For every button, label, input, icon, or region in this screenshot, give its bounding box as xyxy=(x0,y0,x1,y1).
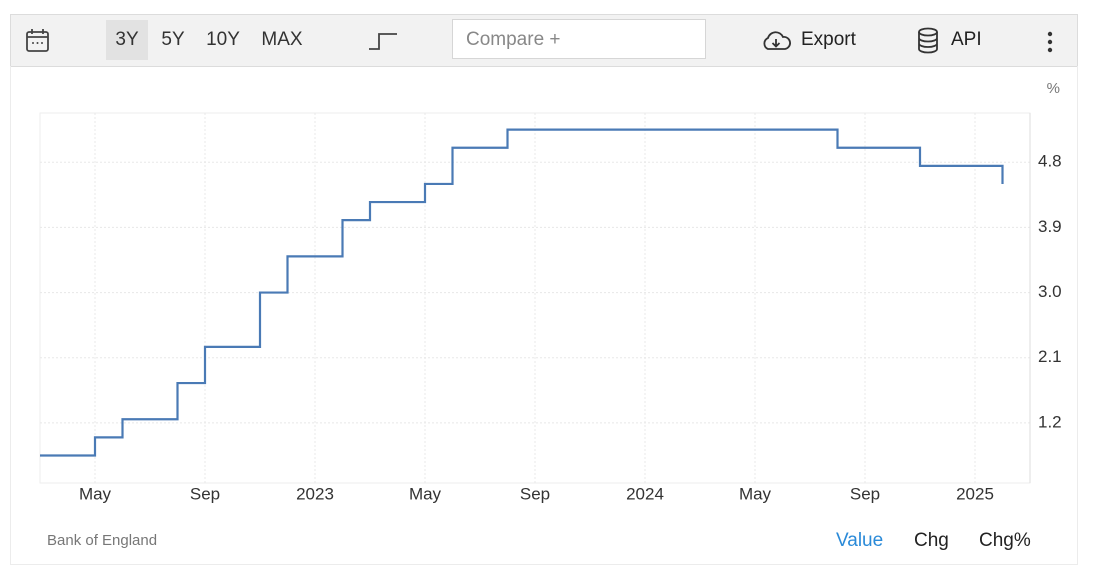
x-tick-label: May xyxy=(79,484,112,503)
y-tick-label: 2.1 xyxy=(1038,347,1062,366)
x-tick-label: Sep xyxy=(520,484,550,503)
y-tick-label: 1.2 xyxy=(1038,412,1062,431)
compare-input[interactable]: Compare + xyxy=(452,19,706,59)
x-tick-label: May xyxy=(409,484,442,503)
export-icon[interactable] xyxy=(760,29,792,53)
chart-frame xyxy=(10,66,1078,565)
toolbar: 3Y 5Y 10Y MAX Compare + Export API xyxy=(10,14,1078,67)
rate-line xyxy=(40,128,1004,457)
y-tick-label: 4.8 xyxy=(1038,152,1062,171)
footer-tab[interactable]: Chg% xyxy=(979,530,1031,551)
x-tick-label: 2025 xyxy=(956,484,994,503)
range-button[interactable]: 5Y xyxy=(161,29,185,50)
footer-tab[interactable]: Value xyxy=(836,530,884,551)
range-button[interactable]: 3Y xyxy=(106,20,148,60)
api-icon[interactable] xyxy=(916,27,940,55)
x-tick-label: Sep xyxy=(190,484,220,503)
calendar-icon[interactable] xyxy=(25,28,51,54)
x-tick-label: Sep xyxy=(850,484,880,503)
range-button[interactable]: MAX xyxy=(261,29,303,50)
y-tick-label: 3.0 xyxy=(1038,282,1062,301)
footer-tab[interactable]: Chg xyxy=(914,530,949,551)
y-tick-label: 3.9 xyxy=(1038,217,1062,236)
source: Bank of England xyxy=(47,532,158,549)
menu-icon[interactable] xyxy=(1045,30,1055,54)
y-unit: % xyxy=(1047,80,1060,97)
export-button[interactable]: Export xyxy=(801,29,856,50)
x-tick-label: May xyxy=(739,484,772,503)
api-button[interactable]: API xyxy=(951,29,982,50)
step-icon[interactable] xyxy=(367,29,399,53)
range-button[interactable]: 10Y xyxy=(206,29,240,50)
x-tick-label: 2023 xyxy=(296,484,334,503)
x-tick-label: 2024 xyxy=(626,484,664,503)
